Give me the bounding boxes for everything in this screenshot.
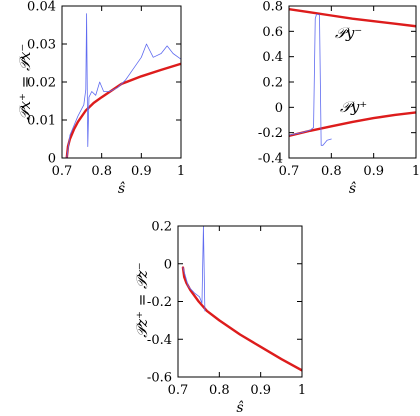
y-axis-label: 𝒫z⁺ = 𝒫z⁻	[133, 262, 151, 337]
y-axis-label: 𝒫x⁺ = 𝒫x⁻	[16, 44, 34, 121]
x-tick-label: 0.9	[131, 164, 152, 179]
curve-annotation: 𝒫y⁺	[340, 98, 367, 116]
x-axis-label: ŝ	[349, 181, 356, 197]
y-tick-label: 0.03	[27, 38, 56, 53]
x-tick-label: 0.7	[52, 164, 73, 179]
x-tick-label: 0.7	[279, 164, 300, 179]
y-tick-label: 0.6	[262, 25, 283, 40]
y-tick-label: -0.4	[258, 152, 283, 167]
y-tick-label: 0.02	[27, 76, 56, 91]
series-line-1	[182, 226, 206, 312]
y-tick-label: 0.01	[27, 114, 56, 129]
curve-annotation: 𝒫y⁻	[335, 24, 362, 42]
x-tick-label: 0.8	[91, 164, 112, 179]
x-tick-label: 1	[177, 164, 185, 179]
y-tick-label: 0.4	[262, 50, 283, 65]
plot-frame	[61, 5, 182, 159]
x-tick-label: 1	[298, 383, 306, 398]
y-tick-label: 0	[275, 101, 283, 116]
y-tick-label: 0.8	[262, 0, 283, 15]
x-axis-label: ŝ	[236, 400, 243, 416]
x-axis-label: ŝ	[118, 181, 125, 197]
y-tick-label: 0.2	[262, 76, 283, 91]
panel-px: 0.7 0.8 0.9 1 0 0.01 0.02 0.03 0.04 ŝ 𝒫x⁺ = 𝒫x⁻	[16, 0, 185, 197]
series-line-0	[181, 266, 302, 372]
y-tick-label: -0.4	[147, 333, 172, 348]
x-tick-label: 1	[412, 164, 420, 179]
x-tick-label: 0.7	[168, 383, 189, 398]
y-tick-label: 0	[164, 257, 172, 272]
series-line-0	[289, 7, 416, 28]
x-tick-label: 0.9	[363, 164, 384, 179]
y-tick-label: -0.2	[258, 126, 283, 141]
y-tick-label: 0.04	[27, 0, 56, 15]
y-tick-label: 0	[48, 152, 56, 167]
series-line-2	[289, 13, 332, 146]
y-tick-label: -0.2	[147, 295, 172, 310]
series-line-0	[65, 62, 181, 158]
series-line-1	[289, 111, 416, 138]
plot-frame	[177, 225, 303, 378]
y-tick-label: -0.6	[147, 371, 172, 386]
series-line-1	[66, 13, 181, 158]
x-tick-label: 0.8	[321, 164, 342, 179]
panel-py: 0.7 0.8 0.9 1 -0.4 -0.2 0 0.2 0.4 0.6 0.8 ŝ 𝒫y⁻ 𝒫y⁺	[258, 0, 420, 197]
x-tick-label: 0.8	[209, 383, 230, 398]
y-tick-label: 0.2	[151, 220, 172, 235]
x-tick-label: 0.9	[250, 383, 271, 398]
panel-pz: 0.7 0.8 0.9 1 -0.6 -0.4 -0.2 0 0.2 ŝ 𝒫z⁺ = 𝒫z⁻	[133, 220, 306, 416]
